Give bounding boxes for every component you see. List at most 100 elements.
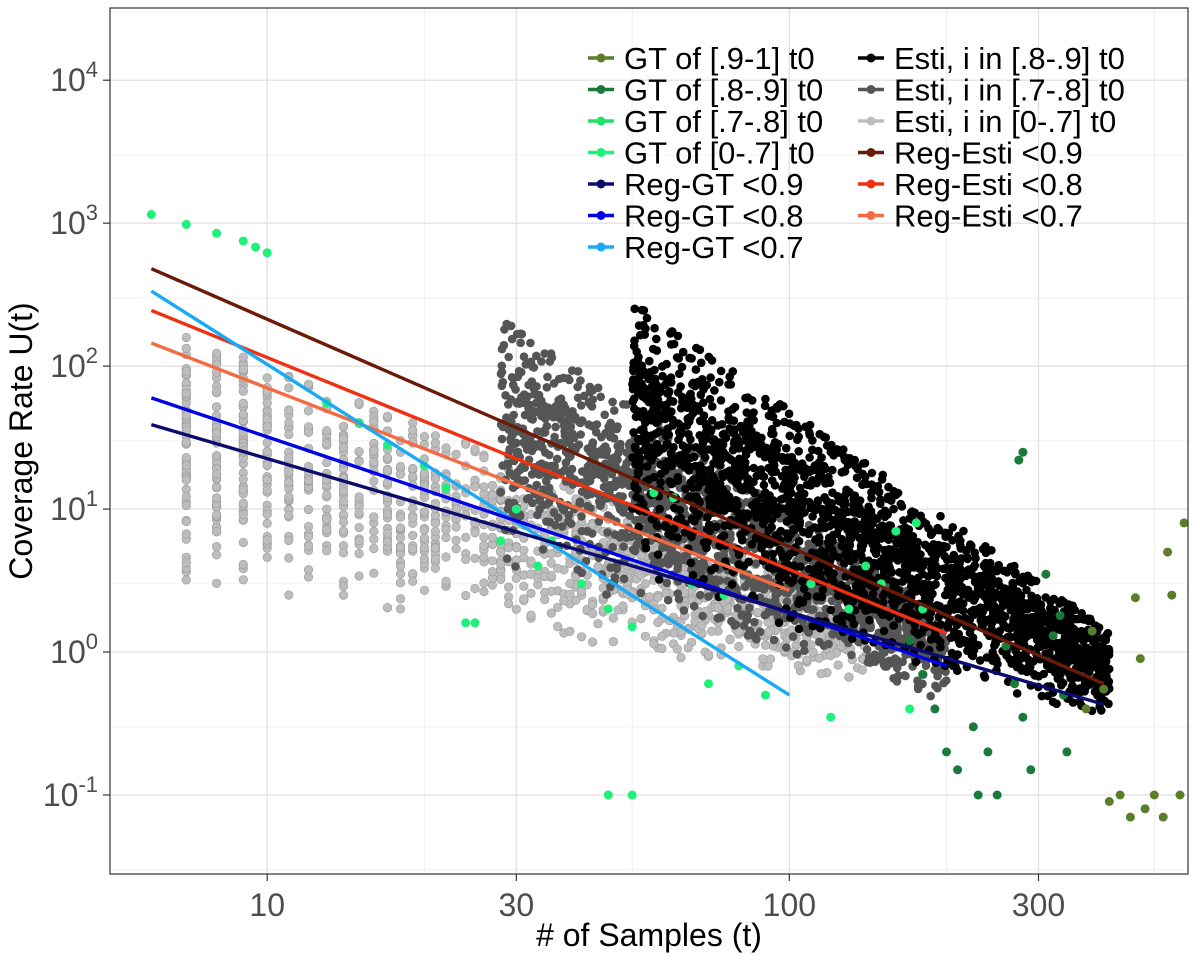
estimate-point (634, 353, 643, 362)
estimate-point (560, 597, 569, 606)
estimate-point (692, 365, 701, 374)
estimate-point (668, 327, 677, 336)
estimate-point (370, 527, 379, 536)
estimate-point (519, 438, 528, 447)
estimate-point (687, 559, 696, 568)
estimate-point (914, 681, 923, 690)
estimate-point (947, 592, 956, 601)
estimate-point (480, 453, 489, 462)
estimate-point (383, 510, 392, 519)
estimate-point (527, 589, 536, 598)
estimate-point (712, 523, 721, 532)
estimate-point (950, 627, 959, 636)
estimate-point (834, 661, 843, 670)
estimate-point (704, 424, 713, 433)
estimate-point (829, 569, 838, 578)
estimate-point (182, 367, 191, 376)
estimate-point (182, 576, 191, 585)
estimate-point (565, 453, 574, 462)
estimate-point (322, 439, 331, 448)
estimate-point (637, 589, 646, 598)
estimate-point (471, 483, 480, 492)
estimate-point (588, 422, 597, 431)
estimate-point (760, 585, 769, 594)
estimate-point (765, 563, 774, 572)
estimate-point (821, 465, 830, 474)
estimate-point (804, 530, 813, 539)
estimate-point (461, 591, 470, 600)
estimate-point (263, 447, 272, 456)
estimate-point (726, 635, 735, 644)
estimate-point (695, 496, 704, 505)
estimate-point (669, 397, 678, 406)
estimate-point (285, 591, 294, 600)
estimate-point (695, 431, 704, 440)
estimate-point (577, 512, 586, 521)
estimate-point (958, 583, 967, 592)
estimate-point (692, 542, 701, 551)
estimate-point (471, 584, 480, 593)
estimate-point (263, 374, 272, 383)
estimate-point (731, 463, 740, 472)
estimate-point (610, 480, 619, 489)
estimate-point (629, 385, 638, 394)
estimate-point (452, 450, 461, 459)
estimate-point (668, 532, 677, 541)
estimate-point (898, 502, 907, 511)
estimate-point (540, 349, 549, 358)
estimate-point (498, 345, 507, 354)
estimate-point (520, 390, 529, 399)
estimate-point (674, 436, 683, 445)
estimate-point (970, 548, 979, 557)
estimate-point (729, 367, 738, 376)
estimate-point (655, 427, 664, 436)
estimate-point (304, 532, 313, 541)
estimate-point (285, 554, 294, 563)
estimate-point (182, 530, 191, 539)
estimate-point (719, 440, 728, 449)
estimate-point (480, 541, 489, 550)
estimate-point (263, 461, 272, 470)
estimate-point (663, 440, 672, 449)
estimate-point (700, 538, 709, 547)
estimate-point (339, 497, 348, 506)
estimate-point (602, 590, 611, 599)
estimate-point (741, 582, 750, 591)
estimate-point (976, 656, 985, 665)
estimate-point (488, 491, 497, 500)
estimate-point (545, 451, 554, 460)
estimate-point (577, 569, 586, 578)
estimate-point (657, 470, 666, 479)
estimate-point (578, 527, 587, 536)
estimate-point (905, 564, 914, 573)
estimate-point (706, 499, 715, 508)
estimate-point (674, 388, 683, 397)
estimate-point (559, 374, 568, 383)
estimate-point (540, 595, 549, 604)
estimate-point (863, 645, 872, 654)
estimate-point (733, 604, 742, 613)
estimate-point (461, 555, 470, 564)
estimate-point (520, 582, 529, 591)
estimate-point (408, 472, 417, 481)
estimate-point (690, 602, 699, 611)
estimate-point (396, 579, 405, 588)
estimate-point (239, 576, 248, 585)
estimate-point (619, 602, 628, 611)
estimate-point (504, 400, 513, 409)
estimate-point (657, 460, 666, 469)
estimate-point (510, 440, 519, 449)
estimate-point (800, 472, 809, 481)
estimate-point (789, 632, 798, 641)
estimate-point (520, 595, 529, 604)
estimate-point (1104, 629, 1113, 638)
estimate-point (653, 440, 662, 449)
estimate-point (914, 574, 923, 583)
estimate-point (498, 382, 507, 391)
estimate-point (452, 536, 461, 545)
estimate-point (698, 621, 707, 630)
estimate-point (875, 488, 884, 497)
estimate-point (212, 451, 221, 460)
estimate-point (396, 524, 405, 533)
estimate-point (981, 559, 990, 568)
